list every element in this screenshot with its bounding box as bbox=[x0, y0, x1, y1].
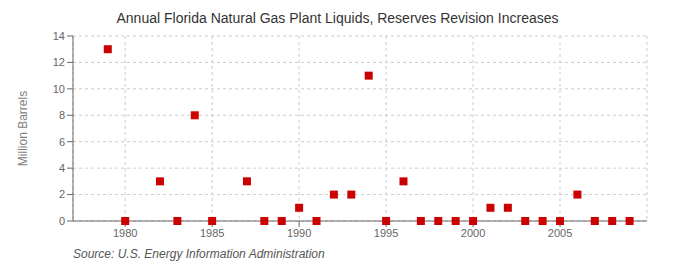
html-text:Source: U.S. Energy Informatio: Source: U.S. Energy Information Administ… bbox=[73, 247, 325, 261]
svg-text:10: 10 bbox=[53, 83, 65, 95]
svg-text:4: 4 bbox=[59, 162, 65, 174]
svg-text:14: 14 bbox=[53, 30, 65, 42]
svg-text:0: 0 bbox=[59, 215, 65, 227]
svg-text:1980: 1980 bbox=[113, 227, 137, 239]
svg-text:2: 2 bbox=[59, 188, 65, 200]
svg-text:8: 8 bbox=[59, 109, 65, 121]
svg-text:6: 6 bbox=[59, 136, 65, 148]
svg-text:2005: 2005 bbox=[548, 227, 572, 239]
svg-text:12: 12 bbox=[53, 56, 65, 68]
svg-text:1995: 1995 bbox=[374, 227, 398, 239]
svg-text:2000: 2000 bbox=[461, 227, 485, 239]
svg-text:1985: 1985 bbox=[200, 227, 224, 239]
svg-text:1990: 1990 bbox=[287, 227, 311, 239]
html-text:Annual Florida Natural Gas Pla: Annual Florida Natural Gas Plant Liquids… bbox=[116, 10, 559, 26]
svg-text:Million Barrels: Million Barrels bbox=[16, 91, 30, 166]
